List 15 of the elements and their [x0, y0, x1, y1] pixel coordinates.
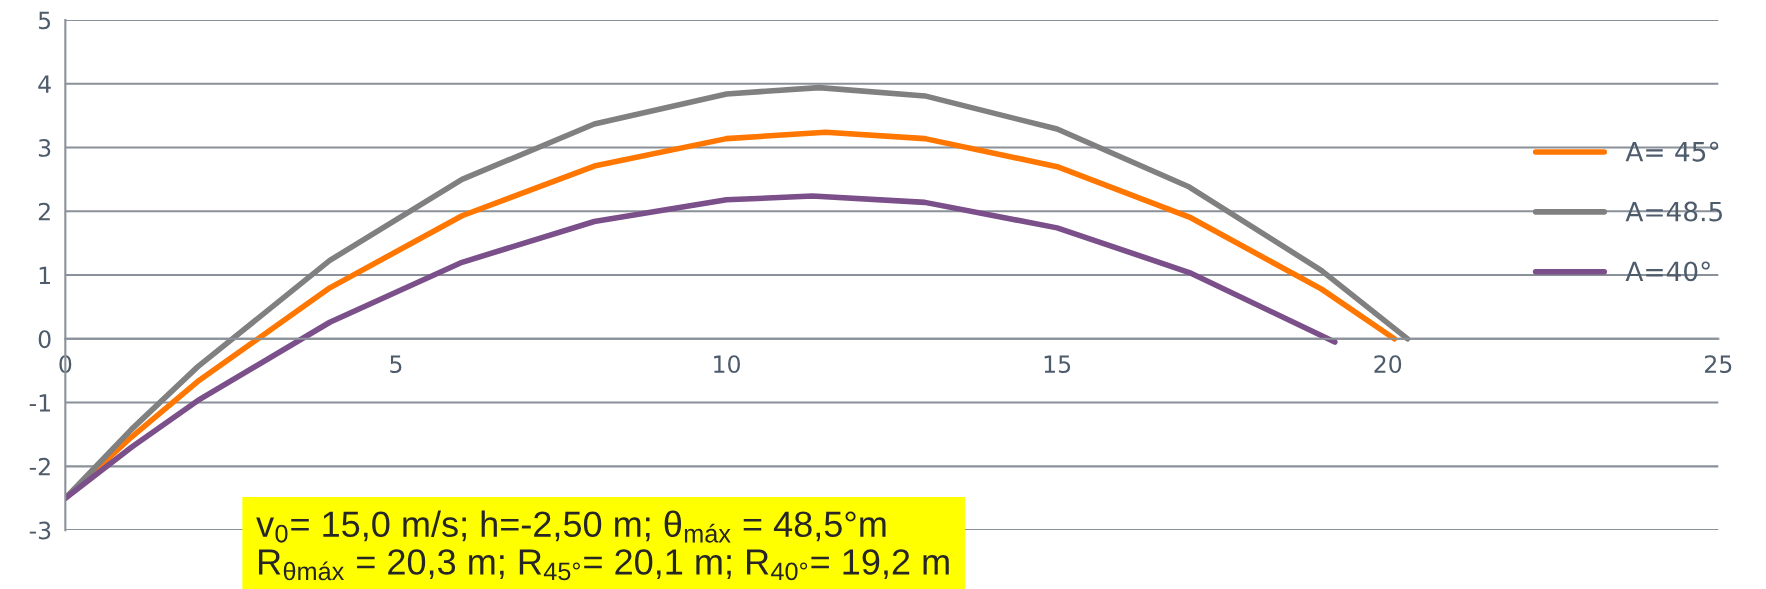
x-tick-label: 15	[1044, 355, 1071, 374]
y-tick-label: 4	[38, 75, 51, 93]
y-tick-label: -1	[29, 394, 50, 412]
y-tick-label: 3	[38, 138, 51, 157]
y-tick-label: 1	[39, 266, 50, 285]
x-tick-label: 10	[714, 355, 740, 374]
y-tick-label: 0	[38, 330, 51, 349]
y-tick-label: -3	[29, 521, 51, 540]
x-tick-label: 25	[1705, 355, 1732, 374]
text: v$_{0}$= 15,0 m/s; h=-2,50 m; θ$_{máx}$ = 48,5°m R$_{θmáx}$ = 20,3 m; R$_{45°}$= 20,1 m; R$_{40°}$= 19,2 m	[256, 510, 949, 581]
y-tick-label: -2	[29, 457, 50, 476]
x-tick-label: 20	[1374, 355, 1402, 374]
x-tick-label: 5	[390, 355, 402, 374]
y-tick-label: 5	[38, 11, 51, 30]
y-tick-label: 2	[38, 202, 50, 221]
